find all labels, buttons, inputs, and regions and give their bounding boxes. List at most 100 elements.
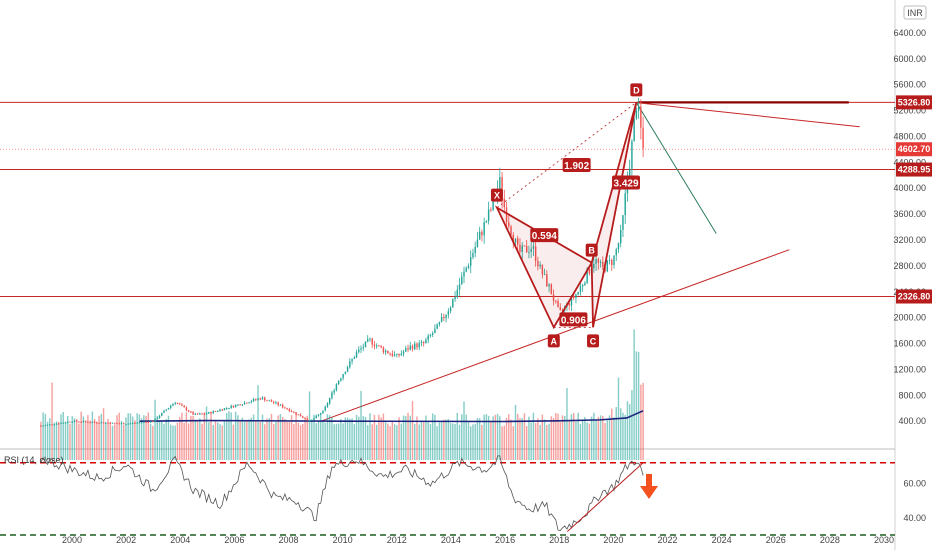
candle-body	[174, 403, 176, 405]
candle-body	[205, 413, 208, 415]
volume-bar	[67, 416, 69, 460]
candle-body	[358, 349, 360, 353]
point-b-badge	[585, 243, 598, 257]
candle-body	[156, 418, 159, 420]
volume-bar	[405, 416, 407, 460]
candle-body	[617, 243, 620, 250]
candle-body	[443, 316, 445, 319]
volume-bar	[420, 420, 423, 460]
volume-bar	[161, 420, 163, 460]
ratio-ac-label: 0.906	[561, 315, 586, 326]
point-d-badge	[630, 83, 643, 97]
volume-bar	[62, 412, 64, 460]
volume-bar	[349, 418, 351, 460]
volume-bar	[555, 413, 557, 460]
x-tick-label: 2012	[387, 535, 407, 545]
price-tag-current-box	[896, 142, 932, 157]
volume-bar	[49, 418, 51, 460]
volume-bar	[147, 412, 150, 460]
candle-body	[615, 249, 617, 256]
candle-body	[474, 246, 476, 254]
rsi-tick-label: 40.00	[903, 513, 926, 523]
volume-bar	[118, 412, 120, 460]
ratio-bd-badge	[612, 175, 641, 190]
candle-body	[362, 347, 364, 349]
volume-bar	[604, 422, 606, 460]
candle-body	[55, 423, 58, 425]
volume-bar	[255, 421, 257, 460]
volume-bar	[42, 412, 44, 460]
volume-bar	[402, 415, 405, 460]
volume-bar	[181, 412, 183, 460]
volume-bar	[71, 416, 73, 460]
volume-bar	[499, 416, 501, 460]
volume-bar	[136, 413, 138, 460]
candle-body	[299, 414, 302, 417]
candle-body	[140, 422, 143, 424]
candle-body	[152, 421, 154, 423]
candle-body	[521, 245, 523, 252]
candle-body	[532, 246, 535, 249]
volume-bar	[326, 414, 329, 460]
candle-body	[510, 226, 512, 235]
volume-bar	[217, 422, 219, 460]
candle-body	[593, 263, 595, 269]
candle-body	[272, 401, 275, 403]
volume-bar	[96, 421, 98, 460]
candle-body	[375, 345, 378, 347]
candle-body	[324, 406, 326, 411]
candle-body	[42, 425, 44, 427]
volume-bar	[465, 414, 467, 460]
candle-body	[302, 416, 304, 418]
candle-body	[266, 400, 268, 402]
volume-bar	[628, 403, 631, 460]
volume-bar	[503, 425, 506, 460]
candle-body	[51, 424, 53, 426]
candle-body	[203, 413, 206, 415]
candle-body	[559, 307, 561, 310]
candle-body	[476, 239, 479, 247]
candle-body	[288, 409, 291, 412]
candle-body	[382, 347, 385, 353]
volume-bar	[541, 414, 544, 460]
candle-body	[53, 424, 56, 426]
volume-bar	[414, 424, 416, 460]
volume-bar	[203, 412, 206, 460]
volume-bar	[259, 421, 262, 460]
x-tick-label: 2022	[657, 535, 677, 545]
volume-bar	[109, 421, 112, 460]
currency-badge-box[interactable]	[903, 5, 927, 20]
candle-body	[75, 420, 78, 422]
candle-body	[64, 422, 67, 424]
volume-bar	[575, 421, 577, 460]
ratio-xd-badge	[562, 158, 591, 173]
volume-bar	[281, 416, 284, 460]
candle-body	[311, 419, 313, 421]
volume-bar	[429, 423, 432, 460]
candle-body	[131, 422, 134, 424]
candle-body	[472, 253, 474, 258]
candle-body	[304, 417, 306, 419]
currency-badge[interactable]: INR	[907, 8, 923, 18]
candle-body	[584, 283, 586, 286]
price-tag-mid-level-box	[896, 162, 932, 177]
candle-body	[452, 299, 454, 308]
candle-body	[319, 413, 322, 415]
volume-bar	[487, 415, 490, 460]
candle-body	[391, 353, 394, 356]
candle-body	[427, 335, 429, 340]
candle-body	[555, 300, 557, 302]
candle-body	[380, 345, 382, 348]
candle-body	[458, 284, 461, 290]
volume-bar	[192, 415, 194, 460]
candle-body	[333, 390, 335, 393]
volume-bar	[387, 423, 389, 460]
candle-body	[546, 274, 548, 287]
candle-body	[337, 380, 340, 385]
candle-body	[196, 413, 199, 415]
down-arrow-icon	[640, 474, 658, 499]
candle-body	[373, 344, 376, 347]
volume-bar	[105, 423, 107, 460]
volume-bar	[93, 418, 96, 460]
